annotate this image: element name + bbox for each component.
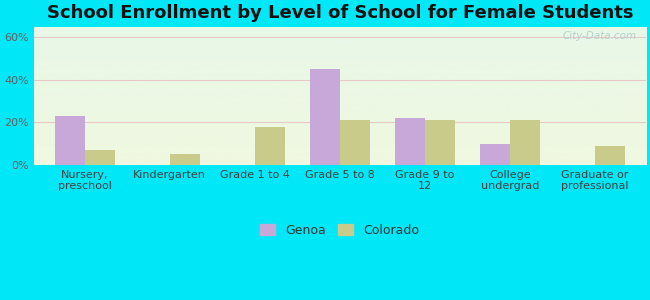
- Bar: [84, 150, 114, 165]
- Bar: [340, 120, 370, 165]
- Bar: [395, 118, 425, 165]
- Legend: Genoa, Colorado: Genoa, Colorado: [260, 224, 419, 237]
- Text: City-Data.com: City-Data.com: [562, 31, 636, 40]
- Bar: [595, 146, 625, 165]
- Bar: [480, 143, 510, 165]
- Bar: [310, 69, 340, 165]
- Bar: [55, 116, 84, 165]
- Bar: [425, 120, 454, 165]
- Bar: [510, 120, 540, 165]
- Bar: [170, 154, 200, 165]
- Title: School Enrollment by Level of School for Female Students: School Enrollment by Level of School for…: [47, 4, 633, 22]
- Bar: [255, 127, 285, 165]
